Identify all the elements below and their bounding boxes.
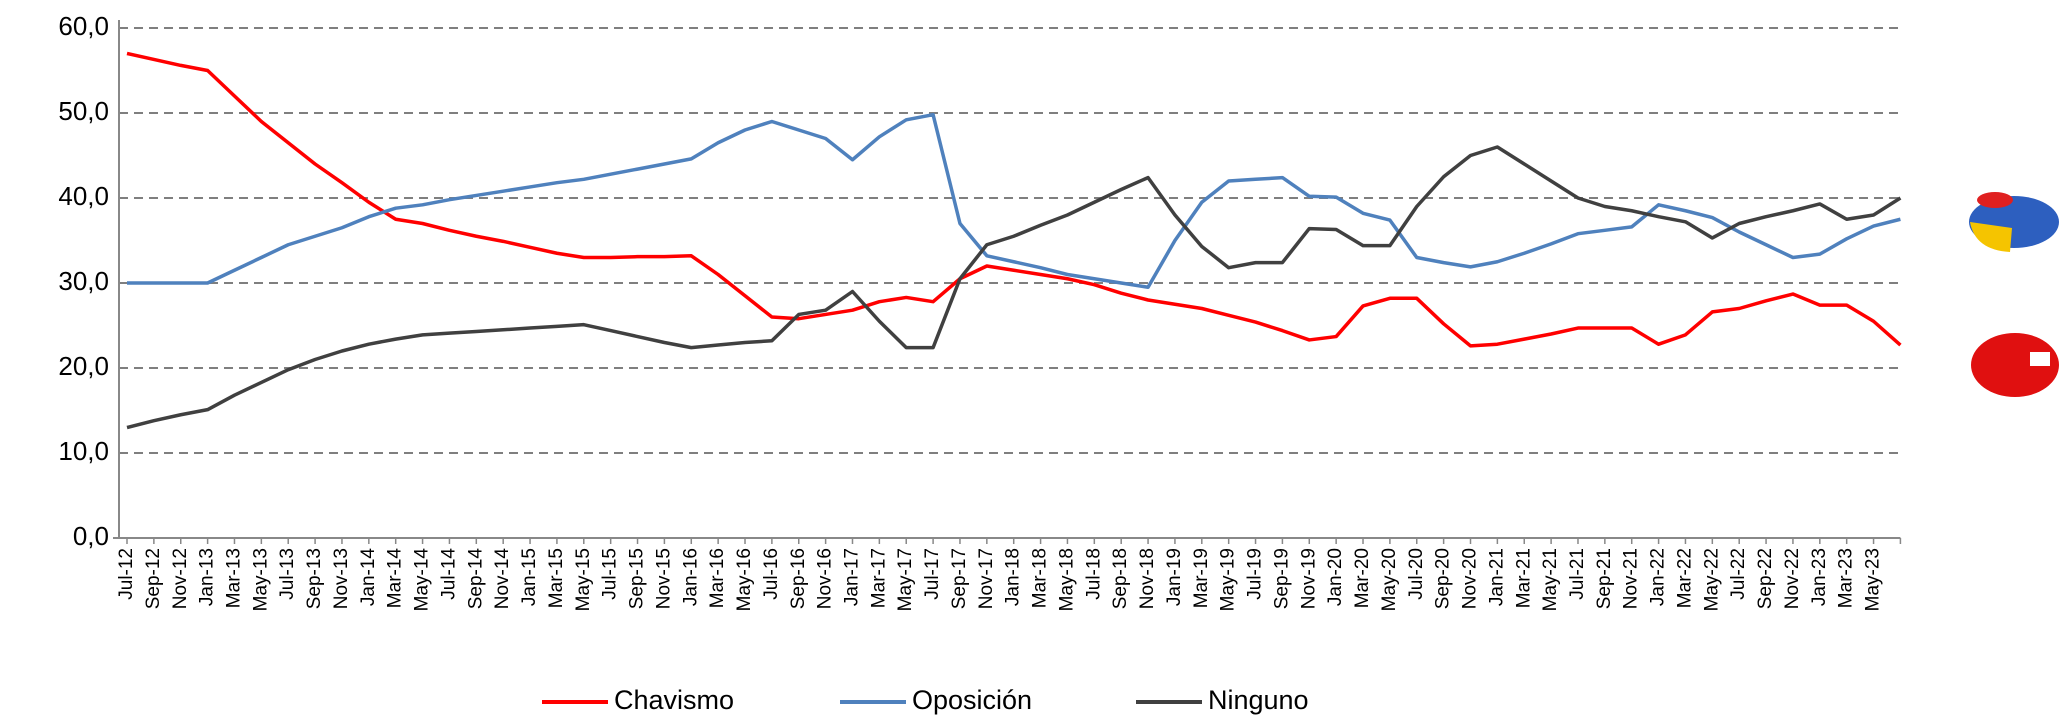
x-tick-label: May-17	[895, 548, 916, 611]
x-tick-label: Nov-17	[976, 548, 997, 609]
x-tick-label: Sep-16	[788, 548, 809, 609]
series-line	[127, 112, 1901, 289]
series-line	[126, 51, 1902, 348]
x-tick-label: Mar-13	[223, 548, 244, 608]
x-tick-label: Jul-20	[1406, 548, 1427, 600]
x-tick-label: Sep-22	[1755, 548, 1776, 609]
x-tick-label: May-19	[1218, 548, 1239, 611]
y-tick-label: 20,0	[58, 351, 109, 381]
y-tick-label: 10,0	[58, 436, 109, 466]
x-tick-label: Nov-22	[1782, 548, 1803, 609]
y-tick-label: 30,0	[58, 266, 109, 296]
y-tick-label: 40,0	[58, 181, 109, 211]
x-tick-label: Nov-12	[170, 548, 191, 609]
x-tick-label: Mar-19	[1191, 548, 1212, 608]
x-tick-label: Jan-14	[358, 548, 379, 607]
x-tick-label: Jul-22	[1728, 548, 1749, 600]
x-tick-label: Jan-13	[197, 548, 218, 606]
x-tick-label: Jul-12	[116, 548, 137, 600]
x-tick-label: Mar-23	[1836, 548, 1857, 608]
x-tick-label: Mar-14	[385, 548, 406, 609]
y-tick-label: 0,0	[73, 521, 109, 551]
x-tick-label: Nov-18	[1137, 548, 1158, 609]
x-tick-label: Sep-18	[1110, 548, 1131, 609]
x-tick-label: Sep-14	[465, 548, 486, 610]
x-tick-label: Jan-18	[1003, 548, 1024, 606]
y-tick-label: 60,0	[58, 11, 109, 41]
x-tick-label: Jan-23	[1809, 548, 1830, 606]
x-tick-label: Sep-21	[1594, 548, 1615, 609]
x-tick-label: Jul-17	[922, 548, 943, 600]
x-tick-label: Sep-20	[1433, 548, 1454, 609]
x-tick-label: Jul-19	[1245, 548, 1266, 600]
cap-yellow-blue	[1969, 192, 2059, 252]
x-tick-label: Jul-15	[600, 548, 621, 600]
x-tick-label: May-14	[412, 548, 433, 612]
x-tick-label: May-21	[1540, 548, 1561, 611]
x-tick-label: Nov-15	[653, 548, 674, 609]
x-tick-label: Sep-15	[627, 548, 648, 609]
x-tick-label: Mar-16	[707, 548, 728, 608]
x-tick-label: Jul-13	[277, 548, 298, 600]
legend-label: Ninguno	[1208, 685, 1309, 715]
x-tick-label: Jan-19	[1164, 548, 1185, 606]
x-tick-label: Mar-17	[868, 548, 889, 608]
x-tick-label: Nov-14	[492, 548, 513, 610]
x-tick-label: Jan-22	[1648, 548, 1669, 606]
series-line	[126, 145, 1902, 430]
x-tick-label: Mar-21	[1513, 548, 1534, 608]
x-tick-label: Nov-20	[1460, 548, 1481, 609]
y-tick-label: 50,0	[58, 96, 109, 126]
x-tick-label: Mar-15	[546, 548, 567, 608]
x-tick-label: Mar-22	[1674, 548, 1695, 608]
x-tick-label: Mar-20	[1352, 548, 1373, 608]
x-tick-label: May-13	[250, 548, 271, 611]
x-tick-label: Nov-13	[331, 548, 352, 609]
x-tick-label: Jul-16	[761, 548, 782, 600]
legend-label: Oposición	[912, 685, 1032, 715]
x-tick-label: May-15	[573, 548, 594, 611]
x-tick-label: Sep-19	[1271, 548, 1292, 609]
x-tick-label: Jan-15	[519, 548, 540, 606]
x-tick-label: Jan-17	[842, 548, 863, 606]
x-tick-label: May-22	[1701, 548, 1722, 611]
x-tick-label: Mar-18	[1030, 548, 1051, 608]
x-tick-label: Jul-18	[1083, 548, 1104, 600]
x-tick-label: Jan-21	[1486, 548, 1507, 606]
legend-label: Chavismo	[614, 685, 734, 715]
x-tick-label: Jul-21	[1567, 548, 1588, 600]
x-tick-label: May-20	[1379, 548, 1400, 611]
x-tick-label: Jan-16	[680, 548, 701, 606]
x-tick-label: Sep-17	[949, 548, 970, 609]
x-tick-label: Nov-16	[815, 548, 836, 609]
x-tick-label: Jan-20	[1325, 548, 1346, 606]
x-tick-label: Jul-14	[438, 548, 459, 600]
cap-red	[1971, 333, 2059, 397]
x-tick-label: May-16	[734, 548, 755, 611]
x-tick-label: May-18	[1056, 548, 1077, 611]
x-tick-label: Nov-21	[1621, 548, 1642, 609]
x-tick-label: Sep-13	[304, 548, 325, 609]
x-tick-label: May-23	[1863, 548, 1884, 611]
x-tick-label: Nov-19	[1298, 548, 1319, 609]
x-tick-label: Sep-12	[143, 548, 164, 609]
